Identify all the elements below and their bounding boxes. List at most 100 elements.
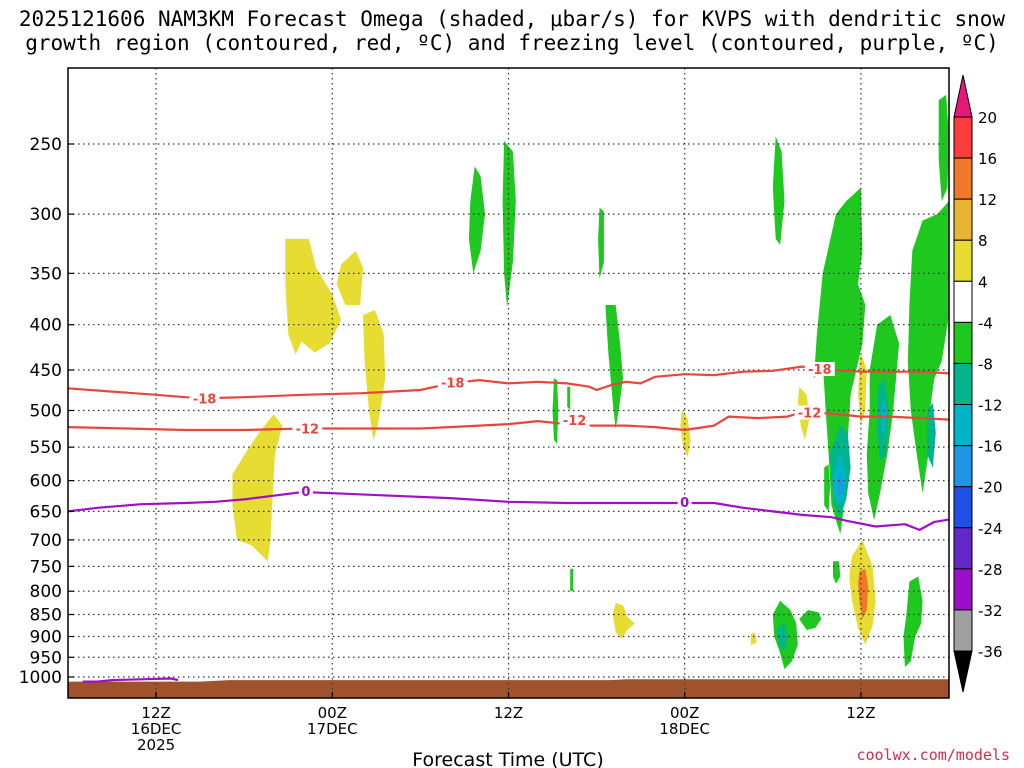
colorbar-swatch-0 — [953, 116, 973, 159]
omega-region-1 — [336, 250, 364, 305]
colorbar-label-10: -24 — [978, 520, 1003, 538]
colorbar-swatch-5 — [953, 321, 973, 364]
colorbar-swatch-1 — [953, 157, 973, 200]
colorbar-top-arrow — [953, 74, 973, 118]
grid-layer — [68, 68, 949, 698]
y-tick-label-700: 700 — [30, 531, 62, 551]
y-tick-label-250: 250 — [30, 135, 62, 155]
y-tick-label-950: 950 — [30, 648, 62, 668]
x-tick-label-6-2: 2025 — [137, 736, 175, 754]
omega-shading-layer — [232, 94, 949, 670]
colorbar-swatch-2 — [953, 198, 973, 241]
x-tick-label-18-0: 00Z — [318, 704, 347, 722]
contour-label-bg-0-0 — [189, 391, 220, 406]
omega-region-9 — [750, 632, 757, 645]
y-tick-label-600: 600 — [30, 472, 62, 492]
chart-title-line-1: 2025121606 NAM3KM Forecast Omega (shaded… — [18, 7, 1006, 31]
y-tick-label-350: 350 — [30, 264, 62, 284]
colorbar-swatch-11 — [953, 568, 973, 611]
colorbar-label-7: -12 — [978, 397, 1003, 415]
colorbar-swatch-10 — [953, 527, 973, 570]
colorbar-swatch-12 — [953, 609, 973, 652]
contour-line-2 — [67, 490, 950, 532]
x-tick-label-42-1: 18DEC — [659, 720, 710, 738]
chart-title-line-2: growth region (contoured, red, ºC) and f… — [25, 31, 999, 55]
contour-layer: -18 -18 -18 -12 -12 -12 0 0 — [67, 361, 950, 683]
contour-line-3 — [82, 677, 179, 683]
colorbar-swatch-9 — [953, 486, 973, 529]
omega-region-3 — [232, 414, 283, 562]
omega-region-12 — [502, 140, 516, 307]
colorbar-label-5: -4 — [978, 314, 993, 332]
colorbar-label-3: 8 — [978, 232, 988, 250]
y-tick-label-300: 300 — [30, 205, 62, 225]
omega-region-18 — [772, 136, 785, 245]
contour-label-2-1: 0 — [680, 496, 689, 511]
x-tick-label-54-0: 12Z — [846, 704, 875, 722]
contour-label-bg-0-1 — [437, 375, 468, 390]
colorbar-swatch-4 — [953, 280, 973, 323]
x-tick-label-6-0: 12Z — [141, 704, 170, 722]
omega-region-27 — [903, 576, 923, 668]
omega-region-11 — [468, 166, 485, 274]
colorbar-label-6: -8 — [978, 355, 993, 373]
colorbar-label-1: 16 — [978, 150, 997, 168]
contour-label-1-1: -12 — [563, 414, 587, 429]
colorbar-label-9: -20 — [978, 479, 1003, 497]
x-tick-label-30-0: 12Z — [494, 704, 523, 722]
colorbar-label-8: -16 — [978, 438, 1003, 456]
colorbar-label-2: 12 — [978, 191, 997, 209]
omega-region-26 — [833, 561, 841, 584]
omega-region-22 — [907, 201, 949, 494]
y-tick-label-850: 850 — [30, 606, 62, 626]
omega-region-21 — [824, 464, 831, 512]
x-axis-title: Forecast Time (UTC) — [412, 749, 603, 768]
colorbar-label-4: 4 — [978, 273, 988, 291]
contour-label-bg-2-0 — [298, 483, 313, 498]
y-tick-label-450: 450 — [30, 361, 62, 381]
omega-region-30 — [927, 402, 936, 468]
omega-region-23 — [938, 94, 949, 202]
omega-region-13 — [598, 207, 604, 279]
contour-label-bg-2-1 — [677, 495, 692, 510]
y-tick-label-750: 750 — [30, 557, 62, 577]
contour-label-0-2: -18 — [808, 363, 832, 378]
colorbar: 20 16 12 8 4 -4 -8 -12 -16 -20 -24 -28 -32 -36 — [953, 74, 1003, 693]
pressure-axis: 2503003504004505005506006507007508008509… — [19, 135, 74, 688]
omega-region-14 — [605, 305, 623, 430]
omega-region-33 — [881, 402, 886, 433]
omega-region-31 — [777, 623, 788, 652]
omega-region-25 — [799, 610, 822, 630]
x-tick-label-18-1: 17DEC — [307, 720, 358, 738]
omega-region-10 — [858, 568, 869, 619]
contour-label-bg-0-2 — [804, 361, 835, 376]
omega-region-0 — [285, 238, 342, 355]
y-tick-label-500: 500 — [30, 402, 62, 422]
colorbar-label-11: -28 — [978, 561, 1003, 579]
colorbar-swatch-8 — [953, 445, 973, 488]
omega-region-34 — [837, 474, 844, 497]
contour-label-0-0: -18 — [193, 393, 217, 408]
y-tick-label-550: 550 — [30, 438, 62, 458]
omega-region-17 — [570, 568, 574, 592]
colorbar-label-0: 20 — [978, 109, 997, 127]
omega-region-19 — [813, 187, 866, 535]
x-tick-label-6-1: 16DEC — [131, 720, 182, 738]
omega-region-2 — [363, 310, 386, 441]
omega-region-16 — [567, 386, 571, 411]
contour-label-1-0: -12 — [296, 422, 320, 437]
contour-label-bg-1-0 — [292, 421, 323, 436]
omega-region-7 — [858, 352, 867, 426]
x-tick-label-42-0: 00Z — [670, 704, 699, 722]
y-tick-label-400: 400 — [30, 316, 62, 336]
colorbar-bottom-arrow — [953, 650, 973, 693]
colorbar-label-12: -32 — [978, 602, 1003, 620]
y-tick-label-900: 900 — [30, 627, 62, 647]
colorbar-label-13: -36 — [978, 643, 1003, 661]
y-tick-label-800: 800 — [30, 582, 62, 602]
colorbar-swatch-7 — [953, 404, 973, 447]
contour-label-1-2: -12 — [798, 407, 822, 422]
omega-region-5 — [680, 410, 691, 458]
